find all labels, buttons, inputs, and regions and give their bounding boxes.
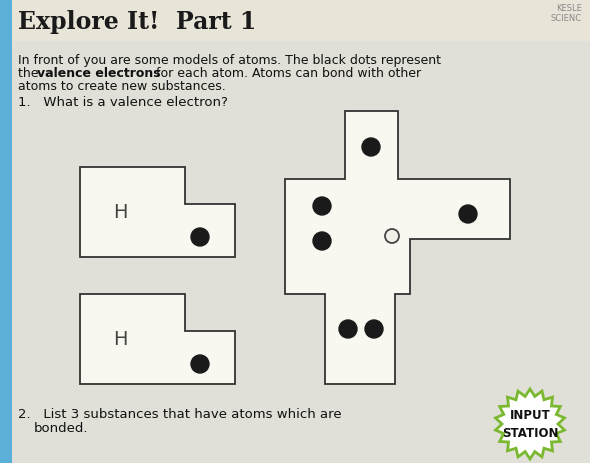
Polygon shape xyxy=(12,0,590,42)
Circle shape xyxy=(191,355,209,373)
Circle shape xyxy=(313,198,331,216)
Text: In front of you are some models of atoms. The black dots represent: In front of you are some models of atoms… xyxy=(18,54,441,67)
Circle shape xyxy=(365,320,383,338)
Polygon shape xyxy=(496,389,565,459)
Text: H: H xyxy=(113,330,127,349)
Circle shape xyxy=(191,229,209,246)
Text: 2.   List 3 substances that have atoms which are: 2. List 3 substances that have atoms whi… xyxy=(18,407,342,420)
Polygon shape xyxy=(12,42,590,463)
Circle shape xyxy=(459,206,477,224)
Text: bonded.: bonded. xyxy=(34,421,88,434)
Text: atoms to create new substances.: atoms to create new substances. xyxy=(18,80,226,93)
Text: for each atom. Atoms can bond with other: for each atom. Atoms can bond with other xyxy=(152,67,421,80)
Circle shape xyxy=(385,230,399,244)
Text: H: H xyxy=(113,203,127,222)
Polygon shape xyxy=(0,0,12,463)
Text: INPUT
STATION: INPUT STATION xyxy=(502,409,558,439)
Text: valence electrons: valence electrons xyxy=(37,67,160,80)
Circle shape xyxy=(313,232,331,250)
Text: KESLE
SCIENC: KESLE SCIENC xyxy=(551,4,582,23)
Text: Explore It!  Part 1: Explore It! Part 1 xyxy=(18,10,257,34)
Polygon shape xyxy=(80,168,235,257)
Polygon shape xyxy=(285,112,510,384)
Polygon shape xyxy=(80,294,235,384)
Circle shape xyxy=(339,320,357,338)
Text: 1.   What is a valence electron?: 1. What is a valence electron? xyxy=(18,96,228,109)
Text: the: the xyxy=(18,67,42,80)
Circle shape xyxy=(362,139,380,156)
